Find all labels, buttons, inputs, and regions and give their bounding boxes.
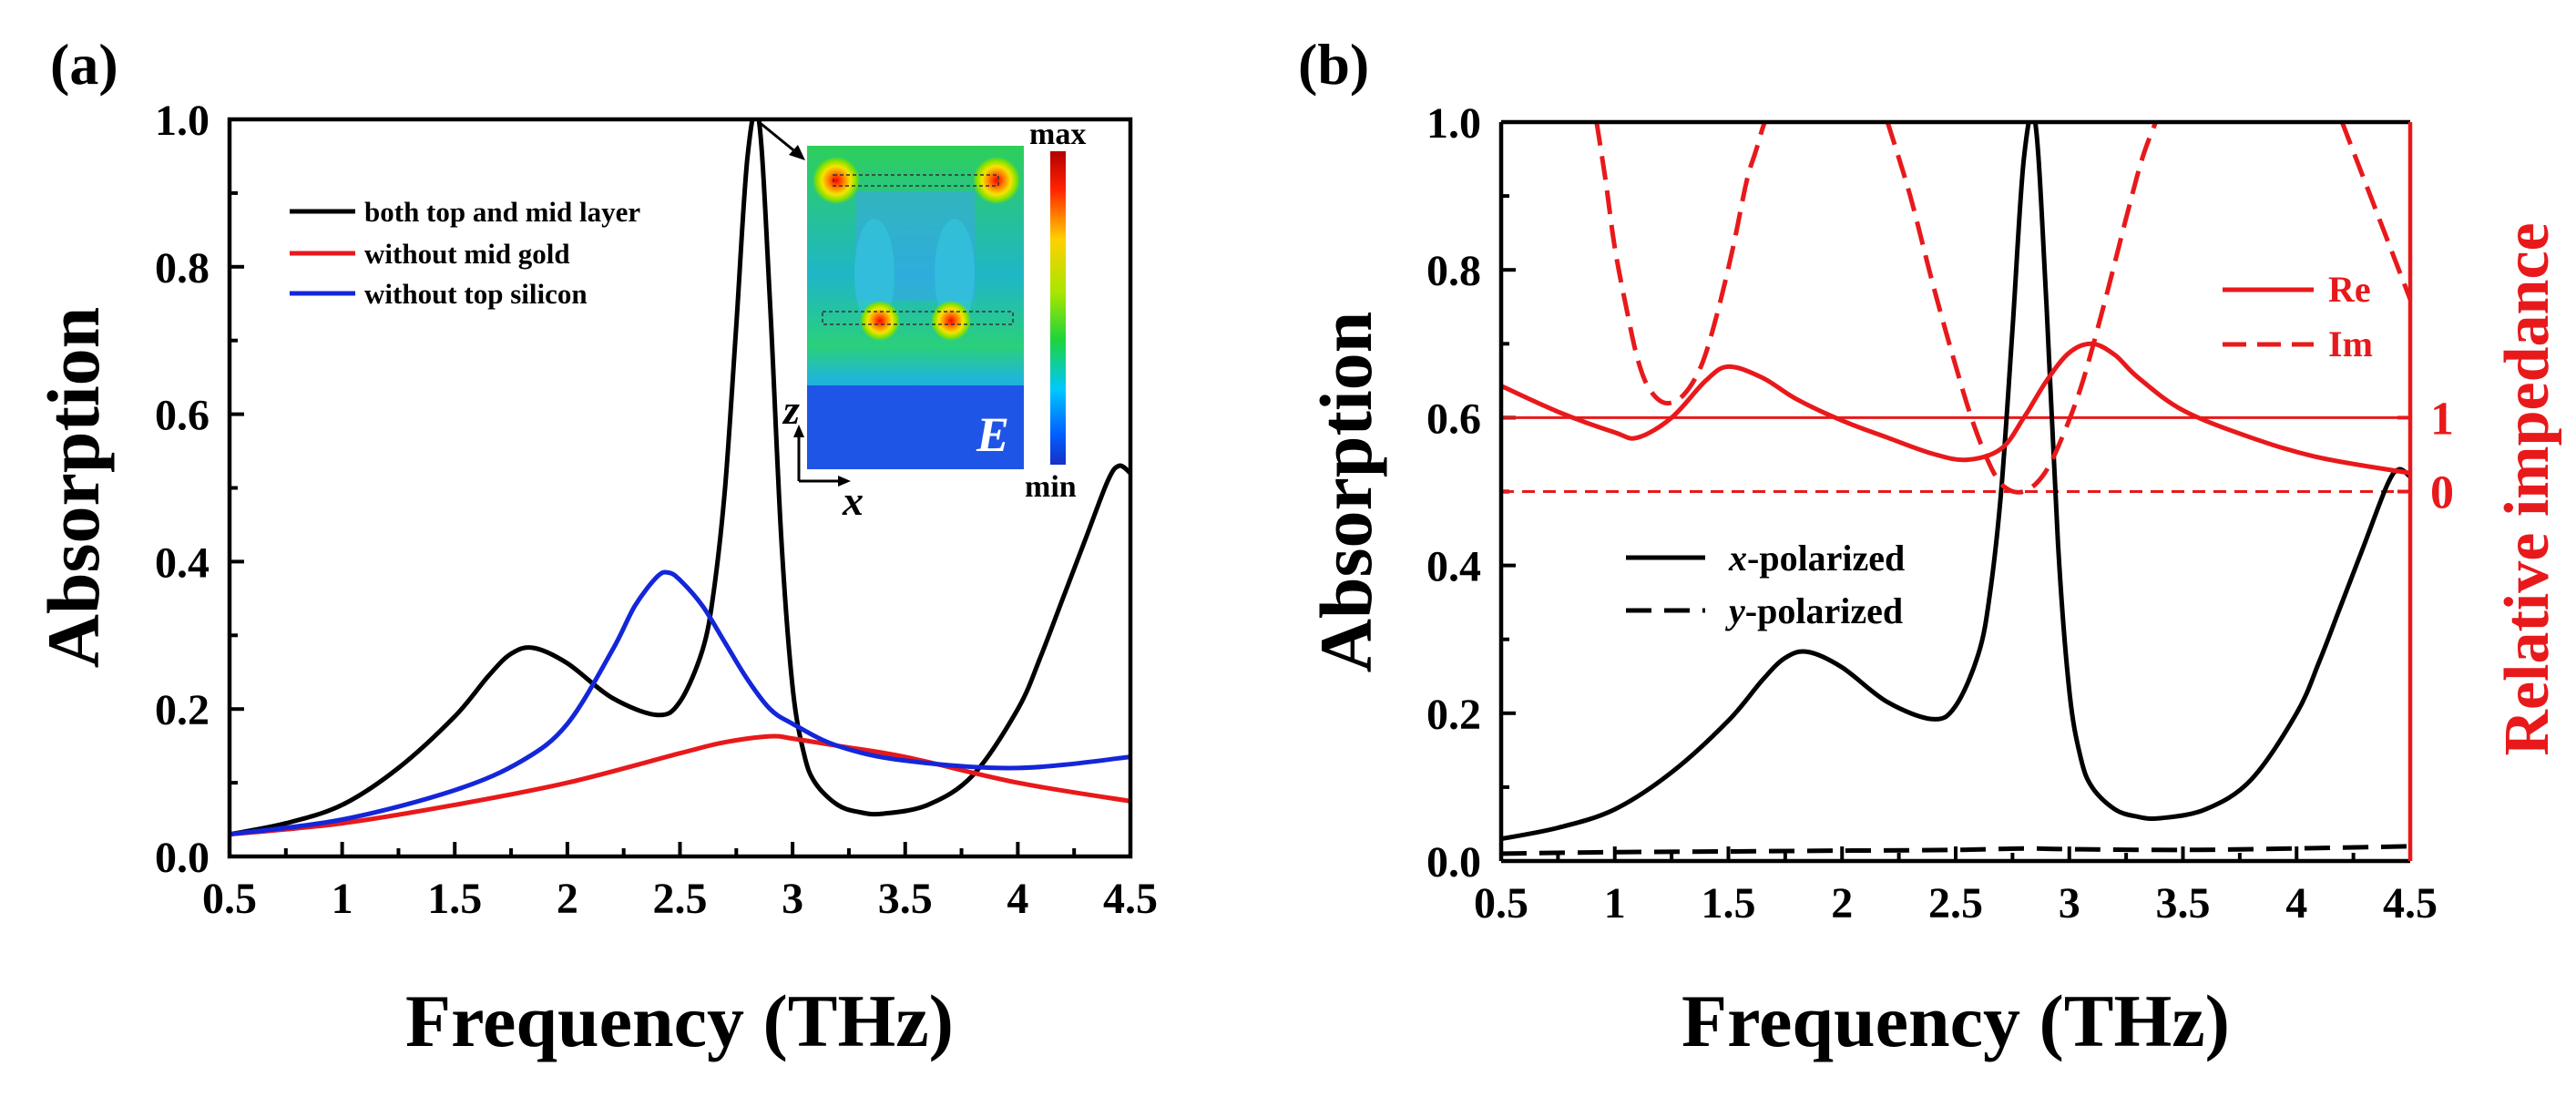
panel-b-y-title: Absorption: [1304, 312, 1387, 672]
x-tick-label: 4: [2285, 879, 2307, 928]
x-tick-label: 2.5: [653, 875, 708, 923]
legend-label-both: both top and mid layer: [364, 196, 640, 228]
panel-a-x-title: Frequency (THz): [405, 979, 954, 1062]
y-tick-label: 0.4: [1426, 543, 1481, 591]
y-tick-label: 0.2: [155, 686, 210, 734]
field-inset: E max min z x: [757, 118, 1086, 524]
panel-b: (b) 0.5 1 1.5 2 2.5 3 3.5 4 4.5 0.0 0.2 0.4 0.6 0.8 1…: [1298, 32, 2562, 1062]
x-tick-label: 3: [2059, 879, 2080, 928]
y-tick-label: 0.6: [155, 392, 210, 440]
panel-a-y-tick-labels: 0.0 0.2 0.4 0.6 0.8 1.0: [155, 97, 210, 882]
x-tick-label: 1: [332, 875, 353, 923]
x-tick-label: 2: [557, 875, 578, 923]
panel-b-x-title: Frequency (THz): [1682, 979, 2230, 1062]
colorbar-max-label: max: [1029, 118, 1086, 151]
x-tick-label: 3.5: [2156, 879, 2211, 928]
x-tick-label: 2.5: [1928, 879, 1983, 928]
inset-hotspot: [931, 301, 971, 341]
x-tick-label: 0.5: [202, 875, 257, 923]
legend-label-x-pol: x-polarized: [1728, 538, 1905, 579]
inset-x-arrowhead: [838, 476, 851, 487]
inset-hotspot: [860, 301, 900, 341]
legend-label-im: Im: [2328, 323, 2373, 364]
series-line-im: [1594, 122, 1768, 405]
inset-field-label: E: [976, 407, 1009, 462]
inset-x-label: x: [842, 477, 864, 524]
inset-field-lobe-left: [854, 219, 894, 328]
panel-b-y-tick-labels: 0.0 0.2 0.4 0.6 0.8 1.0: [1426, 99, 1481, 887]
y-tick-label: 0.8: [155, 244, 210, 292]
series-line-y-polarized: [1501, 844, 2410, 856]
series-line-im: [1885, 122, 2158, 495]
panel-b-label: (b): [1298, 32, 1369, 97]
y-tick-label: 0.0: [1426, 838, 1481, 887]
x-tick-label: 4.5: [2383, 879, 2438, 928]
panel-a-frame: [227, 117, 1133, 859]
panel-a-x-tick-labels: 0.5 1 1.5 2 2.5 3 3.5 4 4.5: [202, 875, 1158, 923]
panel-b-right-title: Relative impedance: [2492, 222, 2562, 755]
x-tick-label: 0.5: [1474, 879, 1528, 928]
y-tick-label: 1.0: [155, 97, 210, 145]
panel-b-impedance-legend: Re Im: [2223, 269, 2373, 364]
inset-pointer-arrowhead: [789, 145, 805, 160]
series-line-im: [2339, 122, 2410, 301]
inset-hotspot: [973, 157, 1020, 204]
panel-b-series: [1501, 122, 2410, 856]
panel-a-y-title: Absorption: [32, 307, 115, 668]
x-tick-label: 4.5: [1103, 875, 1158, 923]
panel-b-right-tick-labels: 10: [2397, 393, 2454, 519]
inset-z-arrowhead: [793, 425, 804, 437]
series-line-both-top-and-mid-layer: [230, 119, 1130, 837]
y-tick-label: 0.4: [155, 538, 210, 587]
x-tick-label: 4: [1007, 875, 1028, 923]
panel-b-x-tick-labels: 0.5 1 1.5 2 2.5 3 3.5 4 4.5: [1474, 879, 2438, 928]
panel-a-label: (a): [50, 32, 118, 97]
inset-top-layer-outline: [833, 174, 999, 187]
y-tick-label: 0.0: [155, 834, 210, 882]
y-tick-label: 0.8: [1426, 247, 1481, 295]
legend-label-no-top-silicon: without top silicon: [364, 278, 588, 310]
y-tick-label: 1.0: [1426, 99, 1481, 148]
panel-a-series: [230, 119, 1130, 837]
y-tick-label: 0.2: [1426, 691, 1481, 739]
legend-label-re: Re: [2328, 269, 2371, 310]
series-line-without-mid-gold: [230, 733, 1130, 837]
inset-field-lobe-right: [935, 219, 975, 328]
x-tick-label: 1.5: [1702, 879, 1756, 928]
panel-a: (a) 0.5 1 1.5 2 2.5 3 3.5 4 4.5 0.0 0.2 0.4 0.6 0.8 1…: [32, 32, 1158, 1062]
x-tick-label: 3: [782, 875, 803, 923]
x-tick-label: 2: [1831, 879, 1853, 928]
inset-z-label: z: [782, 386, 800, 433]
y-tick-label: 0.6: [1426, 395, 1481, 443]
inset-hotspot: [813, 157, 860, 204]
series-line-without-top-silicon: [230, 569, 1130, 837]
legend-label-no-mid-gold: without mid gold: [364, 238, 570, 270]
x-tick-label: 3.5: [878, 875, 933, 923]
panel-b-polarization-legend: x-polarized y-polarized: [1626, 538, 1905, 631]
x-tick-label: 1.5: [427, 875, 482, 923]
inset-substrate: [807, 385, 1024, 469]
panel-a-legend: both top and mid layer without mid gold …: [290, 196, 640, 310]
series-line-x-polarized: [1501, 122, 2410, 842]
right-tick-label: 0: [2430, 467, 2454, 519]
colorbar-min-label: min: [1025, 470, 1077, 504]
series-line-re: [1501, 341, 2410, 476]
right-tick-label: 1: [2430, 393, 2454, 445]
legend-label-y-pol: y-polarized: [1725, 590, 1903, 631]
inset-pointer-line: [757, 119, 798, 155]
x-tick-label: 1: [1604, 879, 1626, 928]
colorbar: [1050, 151, 1066, 465]
